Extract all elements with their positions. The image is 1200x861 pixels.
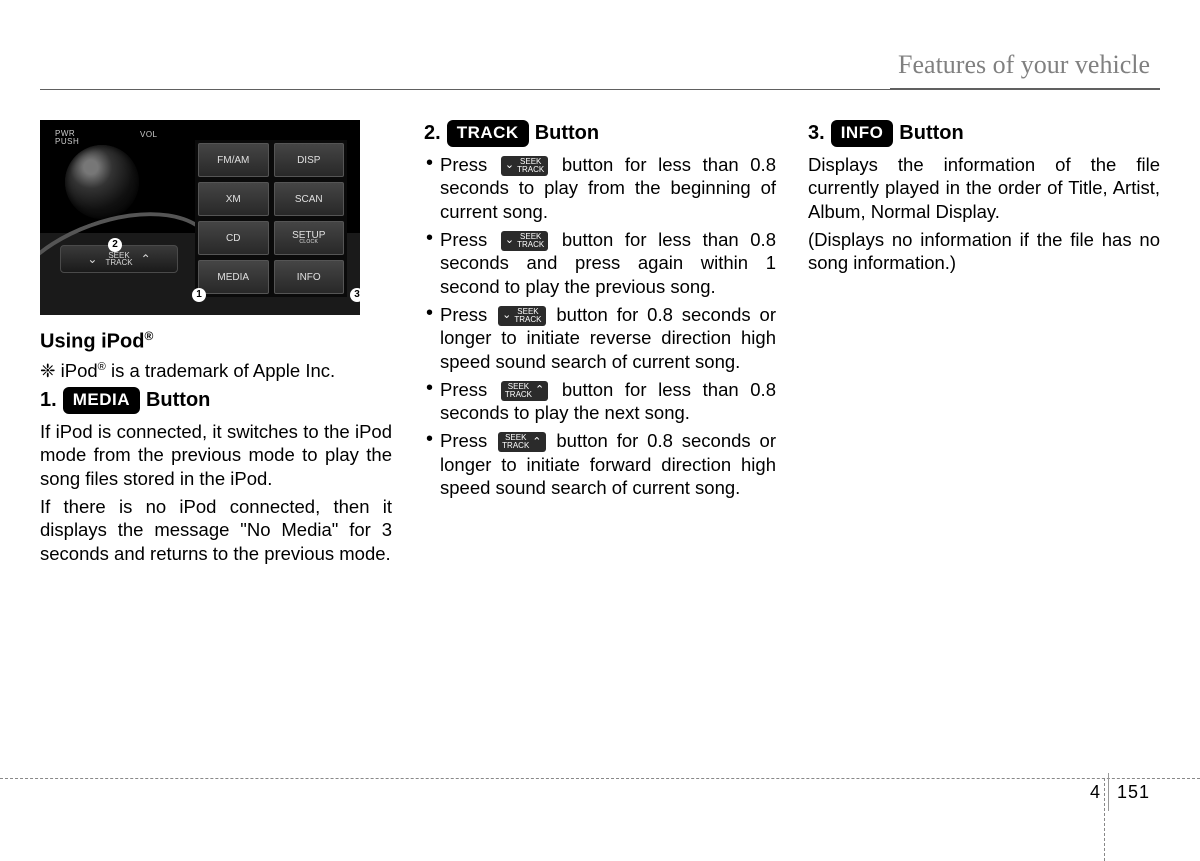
heading-1-media: 1. MEDIA Button [40,387,392,414]
media-button: MEDIA [198,260,269,294]
pwr-label: PWRPUSH [55,130,79,146]
media-para-2: If there is no iPod connected, then it d… [40,495,392,566]
info-pill: INFO [831,120,894,147]
heading-2-track: 2. TRACK Button [424,120,776,147]
chapter-number: 4 [1090,782,1100,803]
setup-button: SETUP CLOCK [274,221,345,255]
track-bullet-3: Press ⌄SEEKTRACK button for 0.8 seconds … [424,303,776,374]
media-pill: MEDIA [63,387,140,414]
vol-label: VOL [140,130,158,140]
footer-divider [1108,773,1109,811]
radio-panel-figure: PWRPUSH VOL ⌄ SEEKTRACK ⌃ FM/AM DISP XM … [40,120,360,315]
track-bullet-5: Press SEEKTRACK⌃ button for 0.8 seconds … [424,429,776,500]
media-para-1: If iPod is connected, it switches to the… [40,420,392,491]
ipod-trademark-note: ❈ iPod® is a trademark of Apple Inc. [40,359,392,383]
column-1: PWRPUSH VOL ⌄ SEEKTRACK ⌃ FM/AM DISP XM … [40,120,392,570]
heading-3-info: 3. INFO Button [808,120,1160,147]
seek-down-icon: ⌄SEEKTRACK [501,156,548,176]
page-number: 151 [1117,782,1150,803]
using-ipod-heading: Using iPod® [40,329,392,355]
callout-3: 3 [350,288,360,302]
page-footer: 4 151 [1090,773,1150,811]
info-button: INFO [274,260,345,294]
callout-1: 1 [192,288,206,302]
seek-down-icon: ⌄SEEKTRACK [501,231,548,251]
header-title: Features of your vehicle [898,50,1150,79]
column-2: 2. TRACK Button Press ⌄SEEKTRACK button … [424,120,776,570]
seek-down-icon: ⌄SEEKTRACK [498,306,545,326]
column-3: 3. INFO Button Displays the information … [808,120,1160,570]
cd-button: CD [198,221,269,255]
callout-2: 2 [108,238,122,252]
button-grid: FM/AM DISP XM SCAN CD SETUP CLOCK MEDIA … [195,140,347,297]
xm-button: XM [198,182,269,216]
seek-up-icon: SEEKTRACK⌃ [498,432,545,452]
volume-knob [65,145,139,219]
track-bullet-4: Press SEEKTRACK⌃ button for less than 0.… [424,378,776,425]
seek-up-icon: SEEKTRACK⌃ [501,381,548,401]
scan-button: SCAN [274,182,345,216]
disp-button: DISP [274,143,345,177]
track-pill: TRACK [447,120,529,147]
info-para-2: (Displays no information if the file has… [808,228,1160,275]
crop-mark-horizontal [0,778,1200,779]
track-bullet-1: Press ⌄SEEKTRACK button for less than 0.… [424,153,776,224]
fmam-button: FM/AM [198,143,269,177]
header-rule [40,88,1160,90]
info-para-1: Displays the information of the file cur… [808,153,1160,224]
track-bullet-2: Press ⌄SEEKTRACK button for less than 0.… [424,228,776,299]
